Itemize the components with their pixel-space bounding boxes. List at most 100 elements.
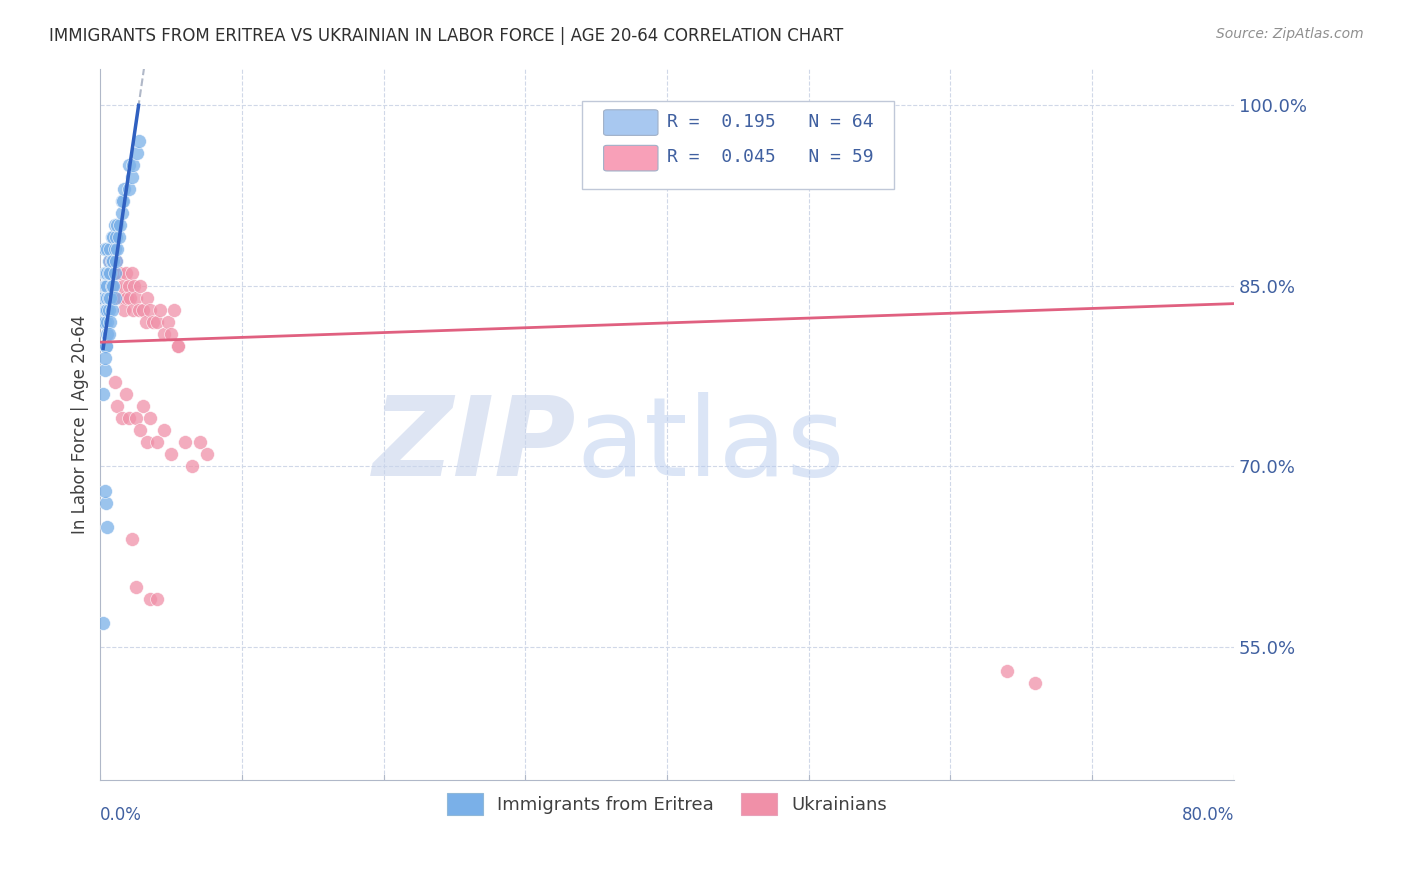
Point [118,411,141,425]
Point [94,291,117,305]
Point [139,411,162,425]
Point [115,267,138,281]
Point [120,291,142,305]
Point [146,435,169,450]
Text: R =  0.195   N = 64: R = 0.195 N = 64 [666,113,873,131]
Point [93,278,115,293]
Point [94,339,117,353]
Point [93,315,115,329]
Point [163,302,186,317]
Point [167,339,190,353]
Point [97,326,120,341]
Point [111,194,134,208]
Point [100,278,122,293]
Text: Source: ZipAtlas.com: Source: ZipAtlas.com [1216,27,1364,41]
Point [98,291,121,305]
Point [103,375,125,389]
Point [108,267,131,281]
Point [121,169,143,184]
Point [103,291,125,305]
Point [139,302,162,317]
Point [98,267,121,281]
Point [97,254,120,268]
Point [146,592,169,607]
Point [125,411,148,425]
Point [101,267,124,281]
FancyBboxPatch shape [603,110,658,136]
Point [93,483,115,498]
Point [128,302,150,317]
Text: 0.0%: 0.0% [100,806,142,824]
Point [93,363,115,377]
Text: ZIP: ZIP [373,392,576,499]
Point [98,254,121,268]
Point [121,267,143,281]
Point [995,665,1018,679]
Point [93,302,115,317]
Point [91,291,114,305]
Point [103,278,125,293]
Point [157,315,180,329]
FancyBboxPatch shape [603,145,658,171]
Point [93,351,115,365]
Point [91,387,114,401]
Point [96,302,118,317]
Point [121,532,143,546]
Point [132,399,155,413]
Point [98,315,121,329]
Point [100,302,122,317]
Point [124,278,146,293]
Point [160,326,183,341]
Point [110,206,132,220]
Point [105,243,128,257]
Point [96,267,118,281]
Point [107,291,129,305]
Point [110,411,132,425]
Point [136,435,159,450]
Point [132,302,155,317]
Point [167,339,190,353]
Point [115,387,138,401]
Point [96,315,118,329]
Point [114,182,136,196]
Point [129,278,152,293]
Point [94,302,117,317]
Point [98,243,121,257]
Point [101,230,124,244]
Point [97,267,120,281]
Point [100,291,122,305]
Point [153,326,176,341]
Point [91,315,114,329]
Point [105,219,128,233]
Legend: Immigrants from Eritrea, Ukrainians: Immigrants from Eritrea, Ukrainians [437,784,897,824]
Text: R =  0.045   N = 59: R = 0.045 N = 59 [666,148,873,167]
Point [153,423,176,437]
Point [146,315,169,329]
Point [91,616,114,631]
Point [104,254,127,268]
Point [93,243,115,257]
Y-axis label: In Labor Force | Age 20-64: In Labor Force | Age 20-64 [72,315,89,533]
Point [93,267,115,281]
Point [100,254,122,268]
Point [149,302,172,317]
Point [142,315,165,329]
Point [135,315,157,329]
Point [96,291,118,305]
Point [110,194,132,208]
Point [104,230,127,244]
Point [110,291,132,305]
Point [114,302,136,317]
Point [174,435,197,450]
Point [122,158,145,172]
Point [128,134,150,148]
Point [181,459,204,474]
Point [103,243,125,257]
Point [101,254,124,268]
Point [104,254,127,268]
Point [111,278,134,293]
Point [117,291,139,305]
Point [118,182,141,196]
Point [103,267,125,281]
Point [94,495,117,509]
